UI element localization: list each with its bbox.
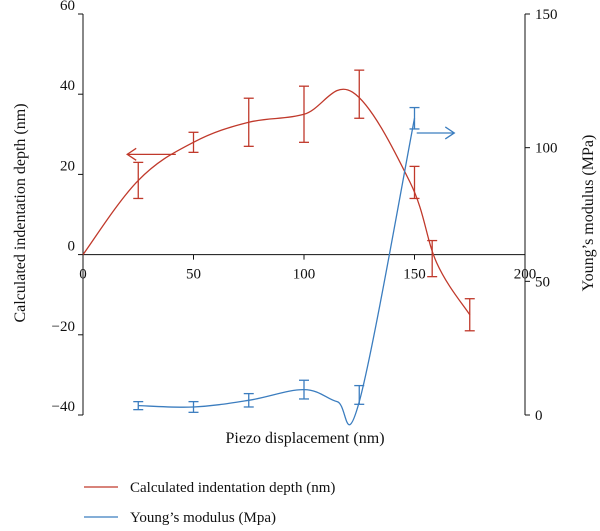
error-bar-modulus xyxy=(243,392,254,408)
error-bar-depth xyxy=(133,161,144,200)
error-bar-modulus xyxy=(188,400,199,413)
axis-arrow-depth xyxy=(126,147,176,161)
error-bar-modulus xyxy=(354,384,365,405)
legend-label-depth: Calculated indentation depth (nm) xyxy=(130,480,335,496)
x-axis-label: Piezo displacement (nm) xyxy=(225,430,384,447)
error-bar-modulus xyxy=(409,106,420,130)
y-right-tick-label: 100 xyxy=(535,141,558,157)
x-tick-label: 100 xyxy=(293,267,316,283)
series-line-depth xyxy=(82,88,471,316)
error-bar-modulus xyxy=(133,400,144,411)
y-right-tick-label: 50 xyxy=(535,274,550,290)
error-bar-depth xyxy=(354,69,365,119)
y-right-tick-label: 0 xyxy=(535,408,543,424)
y-left-tick-label: 0 xyxy=(68,239,76,255)
error-bar-depth xyxy=(464,298,475,332)
y-left-tick-label: −20 xyxy=(52,319,75,335)
x-tick-label: 150 xyxy=(403,267,426,283)
error-bar-depth xyxy=(427,239,438,278)
axes: 0 50 100 150 200 −40 −20 0 20 40 60 0 50 100 150 xyxy=(52,0,558,424)
error-bar-depth xyxy=(243,97,254,147)
x-tick-label: 0 xyxy=(79,267,87,283)
legend: Calculated indentation depth (nm) Young’… xyxy=(84,480,335,526)
error-bar-depth xyxy=(188,131,199,153)
arrow-head xyxy=(444,126,456,140)
error-bar-depth xyxy=(299,85,309,143)
series-layer xyxy=(82,69,475,426)
error-bar-modulus xyxy=(299,379,309,400)
arrow-head xyxy=(126,147,137,161)
y-left-tick-label: 20 xyxy=(60,158,75,174)
y-axis-left-label: Calculated indentation depth (nm) xyxy=(12,103,29,322)
y-axis-right-label: Young’s modulus (MPa) xyxy=(580,135,597,292)
x-tick-label: 200 xyxy=(514,267,537,283)
legend-label-modulus: Young’s modulus (Mpa) xyxy=(130,510,276,526)
y-right-tick-label: 150 xyxy=(535,7,558,23)
x-tick-label: 50 xyxy=(186,267,201,283)
axis-arrow-modulus xyxy=(416,126,456,140)
error-bar-depth xyxy=(409,165,420,200)
y-left-tick-label: 40 xyxy=(60,78,75,94)
series-line-modulus xyxy=(138,118,416,426)
y-left-tick-label: −40 xyxy=(52,399,75,415)
y-left-tick-label: 60 xyxy=(60,0,75,14)
